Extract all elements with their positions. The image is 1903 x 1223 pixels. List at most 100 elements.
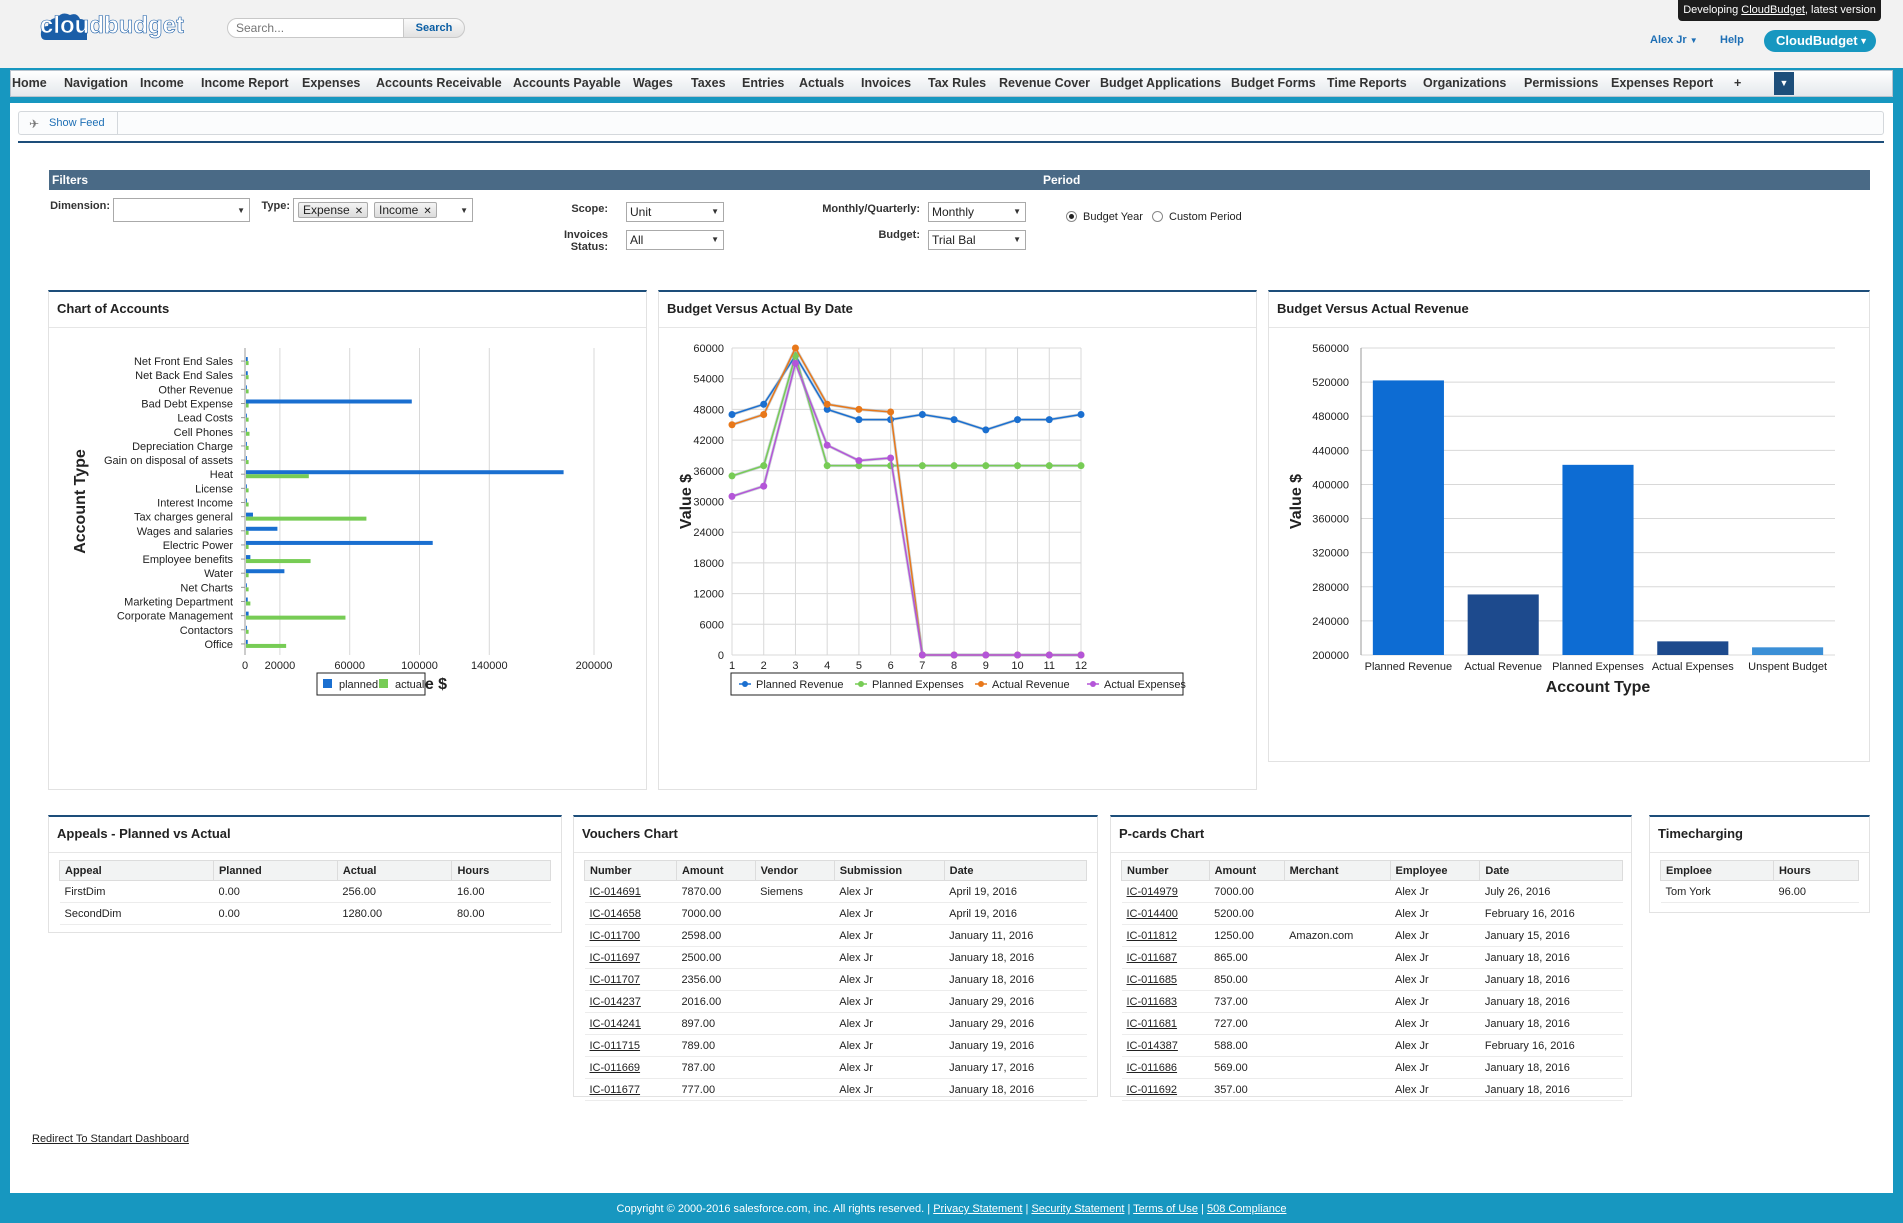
footer-link-privacy-statement[interactable]: Privacy Statement: [933, 1203, 1023, 1215]
record-link[interactable]: IC-011677: [589, 1083, 641, 1096]
nav-tab-invoices[interactable]: Invoices: [861, 76, 912, 90]
y-tick-label: 0: [718, 650, 724, 662]
nav-tab-taxes[interactable]: Taxes: [691, 76, 726, 90]
footer-link-508-compliance[interactable]: 508 Compliance: [1206, 1203, 1287, 1215]
category-label: Heat: [210, 469, 233, 481]
point-planned-revenue: [728, 411, 736, 419]
nav-tab-income[interactable]: Income: [140, 76, 184, 90]
category-label: Corporate Management: [117, 611, 233, 623]
footer-link-terms-of-use[interactable]: Terms of Use: [1133, 1203, 1198, 1215]
nav-tab-accounts-receivable[interactable]: Accounts Receivable: [376, 76, 502, 90]
nav-tab-income-report[interactable]: Income Report: [201, 76, 289, 90]
point-planned-expenses: [760, 462, 768, 470]
nav-tab-expenses[interactable]: Expenses: [302, 76, 361, 90]
nav-tab-home[interactable]: Home: [12, 76, 47, 90]
y-tick-label: 440000: [1312, 445, 1349, 457]
record-link[interactable]: IC-011707: [589, 973, 641, 986]
nav-tab-accounts-payable[interactable]: Accounts Payable: [513, 76, 621, 90]
nav-tab-tax-rules[interactable]: Tax Rules: [928, 76, 987, 90]
custom-period-radio[interactable]: [1152, 211, 1163, 222]
monthly-quarterly-select[interactable]: Monthly ▼: [928, 202, 1026, 222]
dimension-select[interactable]: ▼: [113, 198, 250, 222]
x-tick-label: 3: [792, 660, 798, 672]
table-cell: 0.00: [213, 902, 338, 925]
redirect-standard-dashboard-link[interactable]: Redirect To Standart Dashboard: [32, 1133, 189, 1145]
nav-tab-entries[interactable]: Entries: [742, 76, 785, 90]
remove-tag-icon[interactable]: ✕: [354, 206, 364, 217]
nav-tab-time-reports[interactable]: Time Reports: [1327, 76, 1407, 90]
show-feed-link[interactable]: Show Feed: [49, 117, 105, 129]
record-link[interactable]: IC-011697: [589, 951, 641, 964]
more-tabs-button[interactable]: ▼: [1774, 72, 1794, 95]
user-menu[interactable]: Alex Jr ▼: [1650, 34, 1698, 46]
category-label: Lead Costs: [177, 413, 233, 425]
y-tick-label: 18000: [693, 558, 724, 570]
budget-select[interactable]: Trial Bal ▼: [928, 230, 1026, 250]
remove-tag-icon[interactable]: ✕: [423, 206, 432, 217]
table-cell: 865.00: [1209, 946, 1285, 969]
record-link[interactable]: IC-014979: [1126, 885, 1178, 898]
table-cell: 2500.00: [676, 946, 756, 969]
invoices-status-select[interactable]: All ▼: [626, 230, 724, 250]
record-link[interactable]: IC-011686: [1126, 1061, 1178, 1074]
type-multiselect[interactable]: ▼ Expense ✕ Income ✕: [293, 198, 473, 222]
record-link[interactable]: IC-014400: [1126, 907, 1178, 920]
record-link[interactable]: IC-011700: [589, 929, 641, 942]
category-label: Water: [204, 568, 233, 580]
record-link[interactable]: IC-011812: [1126, 929, 1178, 942]
record-link[interactable]: IC-014658: [589, 907, 641, 920]
search-button[interactable]: Search: [403, 18, 465, 38]
add-tab-icon[interactable]: +: [1734, 76, 1742, 90]
app-menu-button[interactable]: CloudBudget ▼: [1764, 30, 1876, 52]
column-header: Merchant: [1283, 860, 1391, 881]
record-link[interactable]: IC-014387: [1126, 1039, 1178, 1052]
record-link[interactable]: IC-011687: [1126, 951, 1178, 964]
record-link[interactable]: IC-011669: [589, 1061, 641, 1074]
bar-actual: [246, 361, 249, 366]
nav-tab-budget-applications[interactable]: Budget Applications: [1100, 76, 1222, 90]
type-tag-income[interactable]: Income ✕: [374, 202, 437, 218]
table-cell: IC-014237: [584, 990, 677, 1013]
nav-tab-navigation[interactable]: Navigation: [64, 76, 128, 90]
table-cell: IC-014691: [584, 880, 677, 903]
chart-of-accounts-title: Chart of Accounts: [57, 301, 170, 316]
record-link[interactable]: IC-011715: [589, 1039, 641, 1052]
table-cell: IC-014979: [1121, 880, 1210, 903]
cloudbudget-logo[interactable]: cloudbudget: [40, 6, 190, 46]
record-link[interactable]: IC-011692: [1126, 1083, 1178, 1096]
type-tag-expense[interactable]: Expense ✕: [298, 202, 369, 218]
budget-vs-actual-by-date-chart: 0 6000 12000 18000 24000 30000 36000 42000 48000…: [678, 343, 1186, 696]
table-cell: January 29, 2016: [944, 990, 1087, 1013]
record-link[interactable]: IC-011681: [1126, 1017, 1178, 1030]
table-cell: 96.00: [1773, 880, 1859, 903]
category-label: Office: [204, 639, 233, 651]
nav-tab-permissions[interactable]: Permissions: [1524, 76, 1599, 90]
column-header: Date: [1479, 860, 1623, 881]
x-tick-label: 200000: [576, 660, 613, 672]
table-cell: [1284, 880, 1390, 903]
scope-select[interactable]: Unit ▼: [626, 202, 724, 222]
point-planned-revenue: [855, 416, 863, 424]
nav-tab-organizations[interactable]: Organizations: [1423, 76, 1507, 90]
nav-tab-revenue-cover[interactable]: Revenue Cover: [999, 76, 1091, 90]
record-link[interactable]: IC-011685: [1126, 973, 1178, 986]
appeals-table: Appeal Planned Actual Hours FirstDim 0.00 256.…: [59, 860, 551, 925]
bar-actual: [246, 629, 249, 634]
search-input[interactable]: [227, 18, 404, 38]
nav-tab-actuals[interactable]: Actuals: [799, 76, 845, 90]
category-label: Bad Debt Expense: [141, 399, 233, 411]
help-link[interactable]: Help: [1720, 34, 1744, 46]
line-planned-revenue: [731, 354, 1082, 431]
record-link[interactable]: IC-011683: [1126, 995, 1178, 1008]
record-link[interactable]: IC-014691: [589, 885, 641, 898]
banner-link[interactable]: CloudBudget: [1741, 4, 1805, 16]
budget-year-radio[interactable]: [1066, 211, 1077, 222]
table-cell: February 16, 2016: [1479, 902, 1623, 925]
bar-actual: [246, 474, 309, 479]
nav-tab-wages[interactable]: Wages: [633, 76, 673, 90]
record-link[interactable]: IC-014241: [589, 1017, 641, 1030]
nav-tab-expenses-report[interactable]: Expenses Report: [1611, 76, 1714, 90]
nav-tab-budget-forms[interactable]: Budget Forms: [1231, 76, 1316, 90]
record-link[interactable]: IC-014237: [589, 995, 641, 1008]
footer-link-security-statement[interactable]: Security Statement: [1031, 1203, 1125, 1215]
